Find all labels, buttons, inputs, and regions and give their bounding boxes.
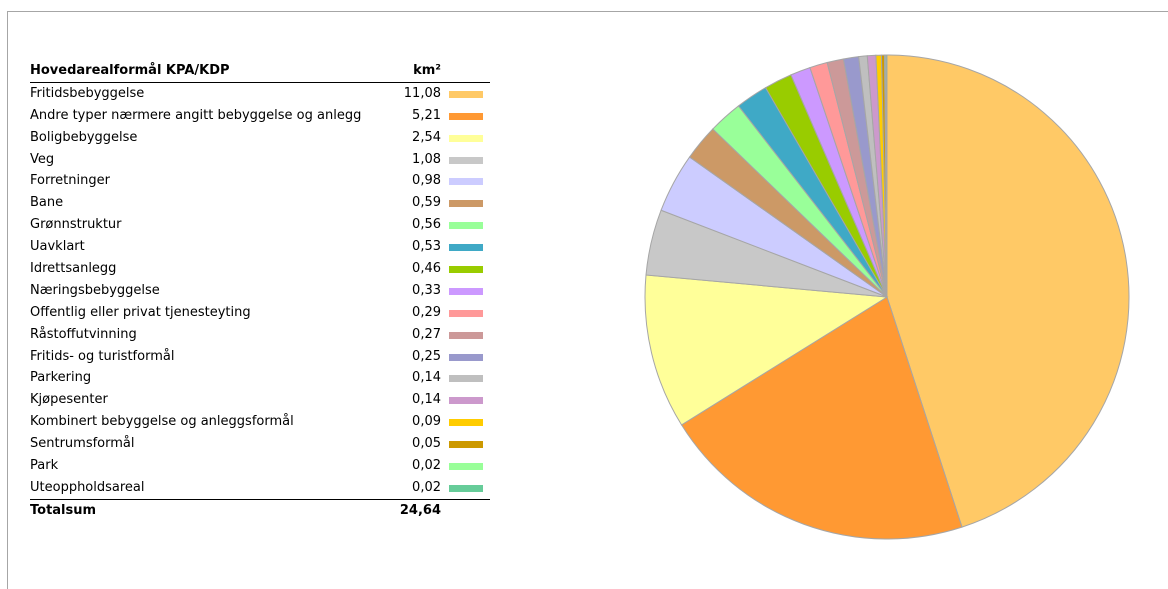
table-row: Grønnstruktur 0,56 — [30, 214, 490, 236]
row-category-label: Parkering — [30, 370, 92, 386]
table-row: Parkering 0,14 — [30, 367, 490, 389]
legend-swatch — [449, 397, 483, 405]
row-category-label: Andre typer nærmere angitt bebyggelse og… — [30, 107, 362, 123]
row-value-label: 0,29 — [412, 304, 441, 320]
table-row: Park 0,02 — [30, 455, 490, 477]
row-category-label: Grønnstruktur — [30, 217, 122, 233]
row-category-label: Park — [30, 458, 59, 474]
table-row: Uavklart 0,53 — [30, 236, 490, 258]
row-value-label: 0,27 — [412, 326, 441, 342]
row-value-label: 0,25 — [412, 348, 441, 364]
table-total-row: Totalsum 24,64 — [30, 498, 490, 522]
table-rows: Fritidsbebyggelse 11,08 Andre typer nærmer… — [30, 83, 490, 499]
row-category-label: Boligbebyggelse — [30, 129, 138, 145]
row-value-label: 0,14 — [412, 370, 441, 386]
row-value-label: 0,09 — [412, 414, 441, 430]
legend-swatch — [449, 156, 483, 164]
row-category-label: Fritids- og turistformål — [30, 348, 175, 364]
table-row: Offentlig eller privat tjenesteyting 0,29 — [30, 302, 490, 324]
table-row: Bane 0,59 — [30, 192, 490, 214]
legend-swatch — [449, 484, 483, 492]
legend-swatch — [449, 419, 483, 427]
table-row: Boligbebyggelse 2,54 — [30, 127, 490, 149]
legend-swatch — [449, 463, 483, 471]
row-value-label: 0,14 — [412, 392, 441, 408]
table-row: Veg 1,08 — [30, 149, 490, 171]
row-value-label: 5,21 — [412, 107, 441, 123]
legend-swatch — [449, 266, 483, 274]
table-row: Fritidsbebyggelse 11,08 — [30, 83, 490, 105]
row-value-label: 0,56 — [412, 217, 441, 233]
pie-slice-fritidsbebyggelse — [886, 54, 1130, 528]
pie-slice-andre-typer-nærmere-angitt-bebyggelse-og-anlegg — [680, 296, 963, 540]
row-category-label: Uteoppholdsareal — [30, 479, 145, 495]
row-value-label: 2,54 — [412, 129, 441, 145]
total-value: 24,64 — [399, 502, 441, 518]
row-category-label: Kjøpesenter — [30, 392, 108, 408]
legend-swatch — [449, 331, 483, 339]
pie-chart — [644, 54, 1130, 540]
row-category-label: Næringsbebyggelse — [30, 282, 160, 298]
legend-swatch — [449, 200, 483, 208]
table-row: Fritids- og turistformål 0,25 — [30, 346, 490, 368]
pie-slice-uteoppholdsareal — [885, 54, 888, 298]
row-value-label: 0,46 — [412, 261, 441, 277]
row-value-label: 0,02 — [412, 458, 441, 474]
row-value-label: 0,33 — [412, 282, 441, 298]
row-category-label: Råstoffutvinning — [30, 326, 137, 342]
row-value-label: 0,98 — [412, 173, 441, 189]
row-category-label: Veg — [30, 151, 55, 167]
row-value-label: 11,08 — [403, 85, 441, 101]
table-header: Hovedarealformål KPA/KDP km² — [30, 60, 490, 83]
table-row: Kjøpesenter 0,14 — [30, 389, 490, 411]
pie-slice-boligbebyggelse — [644, 274, 889, 426]
table-row: Kombinert bebyggelse og anleggsformål 0,0… — [30, 411, 490, 433]
table-row: Råstoffutvinning 0,27 — [30, 324, 490, 346]
row-category-label: Sentrumsformål — [30, 436, 135, 452]
data-table: Hovedarealformål KPA/KDP km² Fritidsbeby… — [30, 60, 490, 522]
row-category-label: Uavklart — [30, 239, 85, 255]
legend-swatch — [449, 287, 483, 295]
row-value-label: 0,02 — [412, 479, 441, 495]
row-value-label: 0,53 — [412, 239, 441, 255]
header-category-label: Hovedarealformål KPA/KDP — [30, 63, 230, 78]
legend-swatch — [449, 375, 483, 383]
row-category-label: Forretninger — [30, 173, 110, 189]
legend-swatch — [449, 353, 483, 361]
legend-swatch — [449, 309, 483, 317]
row-category-label: Kombinert bebyggelse og anleggsformål — [30, 414, 294, 430]
row-value-label: 0,59 — [412, 195, 441, 211]
table-row: Næringsbebyggelse 0,33 — [30, 280, 490, 302]
legend-swatch — [449, 222, 483, 230]
row-category-label: Fritidsbebyggelse — [30, 85, 145, 101]
row-category-label: Offentlig eller privat tjenesteyting — [30, 304, 251, 320]
legend-swatch — [449, 244, 483, 252]
row-category-label: Idrettsanlegg — [30, 261, 117, 277]
total-label: Totalsum — [30, 502, 97, 518]
row-value-label: 0,05 — [412, 436, 441, 452]
legend-swatch — [449, 112, 483, 120]
legend-swatch — [449, 441, 483, 449]
header-unit-label: km² — [413, 63, 441, 78]
table-row: Idrettsanlegg 0,46 — [30, 258, 490, 280]
legend-swatch — [449, 178, 483, 186]
table-row: Andre typer nærmere angitt bebyggelse og… — [30, 105, 490, 127]
row-value-label: 1,08 — [412, 151, 441, 167]
table-row: Forretninger 0,98 — [30, 170, 490, 192]
row-category-label: Bane — [30, 195, 64, 211]
legend-swatch — [449, 134, 483, 142]
table-row: Uteoppholdsareal 0,02 — [30, 477, 490, 499]
legend-swatch — [449, 90, 483, 98]
table-row: Sentrumsformål 0,05 — [30, 433, 490, 455]
